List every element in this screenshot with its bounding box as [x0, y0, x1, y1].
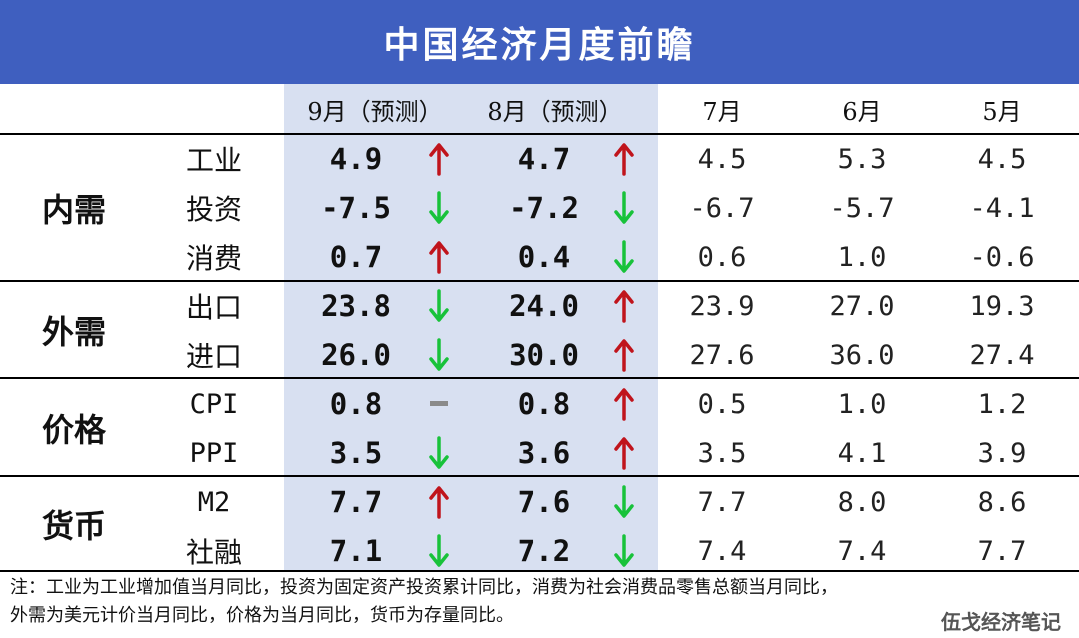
- value-jun: 1.0: [837, 241, 887, 273]
- group-divider: [0, 280, 1079, 282]
- value-jul: 3.5: [697, 437, 747, 469]
- value-may: 27.4: [969, 339, 1035, 371]
- header-divider: [0, 133, 1079, 135]
- trend-up-icon: [614, 143, 634, 176]
- value-may: 1.2: [977, 388, 1027, 420]
- value-sep: 7.1: [329, 534, 383, 568]
- group-divider: [0, 377, 1079, 379]
- row-label: CPI: [189, 388, 239, 420]
- header-may: 5月: [982, 97, 1022, 126]
- value-jun: 7.4: [837, 535, 887, 567]
- value-aug: 7.2: [517, 534, 571, 568]
- value-jun: 4.1: [837, 437, 887, 469]
- trend-down-icon: [429, 534, 449, 567]
- header-jun: 6月: [842, 97, 882, 126]
- trend-up-icon: [429, 486, 449, 519]
- row-label: M2: [197, 486, 231, 518]
- header-jul: 7月: [702, 97, 742, 126]
- group-label-prices: 价格: [41, 411, 106, 449]
- trend-up-icon: [429, 241, 449, 274]
- trend-up-icon: [614, 339, 634, 372]
- footnote: 注：工业为工业增加值当月同比，投资为固定资产投资累计同比，消费为社会消费品零售总…: [10, 574, 1070, 630]
- value-sep: -7.5: [321, 191, 391, 225]
- forecast-column-highlight: [284, 84, 658, 570]
- value-aug: 24.0: [509, 289, 579, 323]
- trend-up-icon: [614, 290, 634, 323]
- value-sep: 23.8: [321, 289, 391, 323]
- trend-down-icon: [614, 485, 634, 518]
- group-divider: [0, 475, 1079, 477]
- trend-down-icon: [429, 436, 449, 469]
- value-aug: 0.8: [517, 387, 571, 421]
- value-jun: 1.0: [837, 388, 887, 420]
- value-aug: 3.6: [517, 436, 571, 470]
- value-may: 7.7: [977, 535, 1027, 567]
- value-jul: -6.7: [689, 192, 755, 224]
- value-jul: 4.5: [697, 143, 747, 175]
- value-sep: 26.0: [321, 338, 391, 372]
- value-may: 8.6: [977, 486, 1027, 518]
- header-aug: 8月（预测）: [487, 97, 623, 126]
- value-jun: 36.0: [829, 339, 895, 371]
- trend-down-icon: [614, 191, 634, 224]
- value-may: -4.1: [969, 192, 1035, 224]
- row-label: 工业: [185, 144, 242, 177]
- value-sep: 0.7: [329, 240, 383, 274]
- trend-up-icon: [614, 437, 634, 470]
- value-aug: 4.7: [517, 142, 571, 176]
- value-jul: 0.6: [697, 241, 747, 273]
- value-sep: 0.8: [329, 387, 383, 421]
- value-jul: 27.6: [689, 339, 755, 371]
- row-label: 投资: [185, 193, 242, 226]
- footnote-line-2: 外需为美元计价当月同比，价格为当月同比，货币为存量同比。: [10, 605, 514, 626]
- value-sep: 4.9: [329, 142, 383, 176]
- group-label-money: 货币: [41, 507, 106, 545]
- value-aug: -7.2: [509, 191, 579, 225]
- trend-down-icon: [614, 240, 634, 273]
- footnote-line-1: 注：工业为工业增加值当月同比，投资为固定资产投资累计同比，消费为社会消费品零售总…: [10, 577, 838, 598]
- value-jun: 27.0: [829, 290, 895, 322]
- row-label: 消费: [185, 242, 242, 275]
- trend-up-icon: [429, 143, 449, 176]
- trend-down-icon: [429, 191, 449, 224]
- value-jun: 8.0: [837, 486, 887, 518]
- trend-up-icon: [614, 388, 634, 421]
- title-bar: 中国经济月度前瞻: [0, 0, 1079, 84]
- value-aug: 7.6: [517, 485, 571, 519]
- page-title: 中国经济月度前瞻: [383, 25, 696, 66]
- trend-down-icon: [614, 534, 634, 567]
- value-may: -0.6: [969, 241, 1035, 273]
- value-jun: -5.7: [829, 192, 895, 224]
- value-jul: 7.4: [697, 535, 747, 567]
- value-jul: 7.7: [697, 486, 747, 518]
- row-label: PPI: [189, 437, 239, 469]
- header-sep: 9月（预测）: [307, 97, 443, 126]
- table-bottom-border: [0, 570, 1079, 572]
- row-label: 社融: [185, 536, 242, 569]
- trend-down-icon: [429, 289, 449, 322]
- trend-flat-icon: [430, 401, 448, 406]
- value-aug: 0.4: [517, 240, 571, 274]
- trend-down-icon: [429, 338, 449, 371]
- value-may: 4.5: [977, 143, 1027, 175]
- group-label-external-demand: 外需: [41, 313, 106, 351]
- row-label: 出口: [185, 291, 242, 324]
- value-jul: 0.5: [697, 388, 747, 420]
- value-jun: 5.3: [837, 143, 887, 175]
- group-label-domestic-demand: 内需: [41, 191, 106, 229]
- value-may: 3.9: [977, 437, 1027, 469]
- value-may: 19.3: [969, 290, 1035, 322]
- value-jul: 23.9: [689, 290, 755, 322]
- value-sep: 7.7: [329, 485, 383, 519]
- value-aug: 30.0: [509, 338, 579, 372]
- row-label: 进口: [185, 340, 242, 373]
- value-sep: 3.5: [329, 436, 383, 470]
- watermark: 伍戈经济笔记: [941, 610, 1061, 634]
